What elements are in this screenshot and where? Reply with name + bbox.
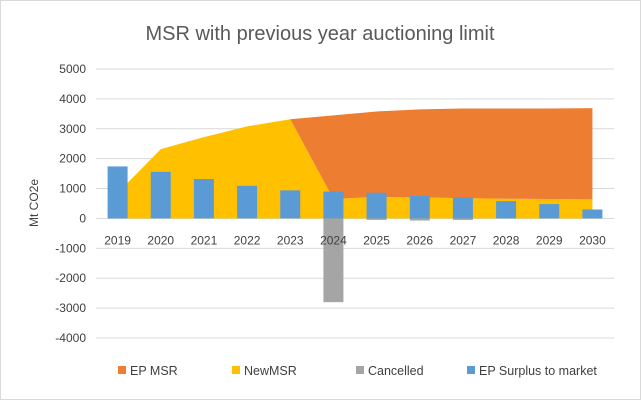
y-tick-label: 2000 [59, 152, 86, 166]
bar-cancelled [409, 218, 430, 221]
x-tick-label: 2023 [277, 233, 304, 247]
legend-swatch [118, 366, 126, 374]
area-newmsr [117, 119, 593, 219]
bar-ep-surplus [366, 192, 387, 219]
x-tick-label: 2025 [363, 233, 390, 247]
y-tick-label: 0 [79, 211, 86, 225]
bar-ep-surplus [107, 166, 128, 219]
bar-ep-surplus [582, 209, 603, 219]
legend-swatch [356, 366, 364, 374]
x-axis-ticks: 2019 2020 2021 2022 2023 2024 2025 2026 2027 2028… [104, 233, 606, 247]
legend-label: NewMSR [244, 364, 297, 378]
area-series [117, 108, 593, 219]
y-axis-ticks: 5000 4000 3000 2000 1000 0 -1000 -2000 -3000 -400… [55, 62, 86, 345]
bar-ep-surplus [237, 185, 258, 219]
x-tick-label: 2029 [536, 233, 563, 247]
y-tick-label: -2000 [55, 271, 86, 285]
x-tick-label: 2024 [320, 233, 347, 247]
y-tick-label: -1000 [55, 241, 86, 255]
bar-cancelled [366, 218, 387, 220]
bar-ep-surplus [452, 197, 473, 219]
x-tick-label: 2021 [191, 233, 218, 247]
bar-ep-surplus [280, 190, 301, 219]
bar-cancelled [452, 218, 473, 220]
x-tick-label: 2019 [104, 233, 131, 247]
y-tick-label: 3000 [59, 122, 86, 136]
y-tick-label: -4000 [55, 331, 86, 345]
x-tick-label: 2022 [234, 233, 261, 247]
y-tick-label: 4000 [59, 92, 86, 106]
bar-ep-surplus [193, 178, 214, 219]
y-tick-label: 1000 [59, 182, 86, 196]
legend: EP MSR NewMSR Cancelled EP Surplus to marke… [118, 364, 597, 378]
bar-cancelled [323, 218, 344, 303]
y-tick-label: -3000 [55, 301, 86, 315]
legend-label: Cancelled [368, 364, 424, 378]
area-ep-msr [290, 108, 593, 200]
bar-series [107, 166, 603, 303]
bar-ep-surplus [150, 171, 171, 219]
x-tick-label: 2020 [147, 233, 174, 247]
bar-ep-surplus [539, 204, 560, 219]
legend-swatch [467, 366, 475, 374]
legend-label: EP MSR [130, 364, 178, 378]
x-tick-label: 2027 [450, 233, 477, 247]
bar-ep-surplus [409, 195, 430, 219]
y-axis-label: Mt CO2e [27, 179, 41, 227]
bar-ep-surplus [323, 191, 344, 219]
x-tick-label: 2026 [406, 233, 433, 247]
legend-swatch [232, 366, 240, 374]
x-tick-label: 2028 [493, 233, 520, 247]
x-tick-label: 2030 [579, 233, 606, 247]
legend-label: EP Surplus to market [479, 364, 597, 378]
bar-ep-surplus [496, 201, 517, 219]
chart-title: MSR with previous year auctioning limit [145, 23, 494, 45]
y-tick-label: 5000 [59, 62, 86, 76]
